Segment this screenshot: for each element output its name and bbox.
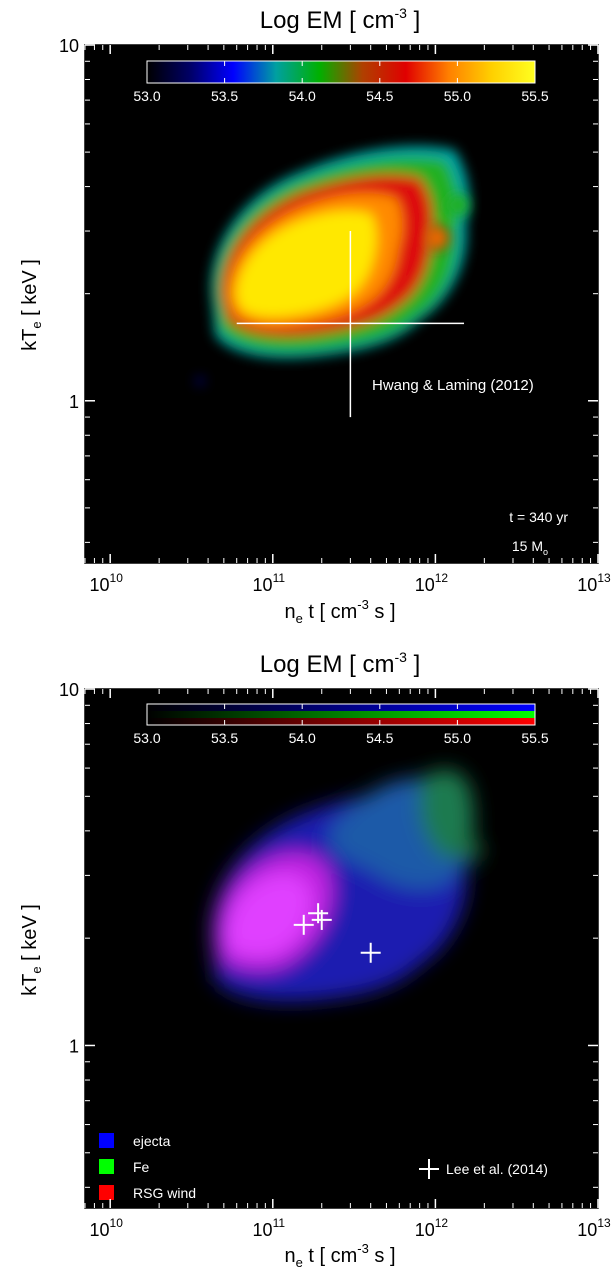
colorbar-gradient	[147, 61, 535, 83]
x-tick-label: 1013	[577, 571, 611, 595]
legend-swatch-ejecta	[99, 1133, 114, 1148]
panel-2: Log EM [ cm-3 ] 53.0 53.5 54.0 54.5 55.0 55.5	[19, 649, 611, 1270]
lee-2014-point	[293, 914, 314, 935]
colorbar-tick-label: 53.5	[211, 88, 238, 104]
x-tick-label: 1013	[577, 1216, 611, 1240]
x-tick-label: 1011	[253, 571, 286, 595]
emission-blob	[431, 232, 443, 244]
panel-2-legend: ejecta Fe RSG wind	[99, 1133, 196, 1201]
colorbar-tick-label: 53.0	[133, 730, 160, 746]
panel-2-title: Log EM [ cm-3 ]	[260, 649, 421, 678]
colorbar-tick-label: 53.0	[133, 88, 160, 104]
marker-legend: Lee et al. (2014)	[419, 1159, 548, 1179]
colorbar-tick-label: 55.5	[521, 730, 548, 746]
y-tick-label: 10	[59, 36, 79, 56]
colorbar-tick-label: 54.0	[289, 730, 316, 746]
emission-blob	[447, 194, 469, 216]
colorbar-red	[147, 718, 535, 725]
x-tick-label: 1011	[253, 1216, 286, 1240]
hwang-laming-label: Hwang & Laming (2012)	[372, 377, 534, 394]
panel-1-frame	[84, 44, 599, 564]
panel-1-xlabel: ne t [ cm-3 s ]	[284, 597, 395, 626]
lee-2014-point	[360, 942, 381, 963]
colorbar-frame	[146, 60, 536, 84]
panel-2-emission-map	[211, 769, 482, 1002]
colorbar-tick-label: 55.0	[444, 730, 471, 746]
panel-2-axes: 1010 1011 1012 1013 1 10	[59, 680, 611, 1240]
colorbar-ticks: 53.0 53.5 54.0 54.5 55.0 55.5	[133, 704, 549, 746]
y-tick-label: 1	[69, 1036, 79, 1056]
panel-1-ylabel: kTe [ keV ]	[19, 259, 44, 351]
colorbar-tick-label: 54.5	[366, 88, 393, 104]
legend-label-ejecta: ejecta	[133, 1133, 171, 1149]
emission-fe-blob	[458, 838, 482, 862]
colorbar-frame	[146, 703, 536, 726]
panel-2-colorbar: 53.0 53.5 54.0 54.5 55.0 55.5	[133, 703, 549, 746]
emission-blob	[196, 377, 204, 385]
age-label: t = 340 yr	[509, 509, 568, 525]
colorbar-ticks: 53.0 53.5 54.0 54.5 55.0 55.5	[133, 61, 549, 104]
mass-label: 15 Mo	[512, 538, 548, 557]
colorbar-blue	[147, 704, 535, 711]
colorbar-tick-label: 55.0	[444, 88, 471, 104]
y-tick-label: 10	[59, 680, 79, 700]
colorbar-tick-label: 54.5	[366, 730, 393, 746]
hwang-laming-cross	[236, 231, 465, 418]
x-tick-label: 1012	[415, 1216, 449, 1240]
legend-swatch-fe	[99, 1159, 114, 1174]
panel-2-xlabel: ne t [ cm-3 s ]	[284, 1241, 395, 1270]
colorbar-tick-label: 53.5	[211, 730, 238, 746]
panel-1-emission-map	[196, 146, 470, 385]
legend-label-fe: Fe	[133, 1159, 150, 1175]
panel-2-frame	[84, 688, 599, 1209]
lee-2014-markers	[293, 903, 381, 963]
emission-rsg-core	[225, 873, 312, 957]
emission-contour-yellow	[236, 210, 377, 318]
x-tick-label: 1012	[415, 571, 449, 595]
colorbar-green	[147, 711, 535, 718]
colorbar-tick-label: 55.5	[521, 88, 548, 104]
panel-2-ylabel: kTe [ keV ]	[19, 904, 44, 996]
colorbar-tick-label: 54.0	[289, 88, 316, 104]
emission-fe-green	[420, 769, 475, 860]
panel-1-colorbar: 53.0 53.5 54.0 54.5 55.0 55.5	[133, 60, 549, 104]
y-tick-label: 1	[69, 392, 79, 412]
x-tick-label: 1010	[89, 1216, 123, 1240]
marker-legend-label: Lee et al. (2014)	[446, 1161, 548, 1177]
legend-label-rsg-wind: RSG wind	[133, 1185, 196, 1201]
panel-1-title: Log EM [ cm-3 ]	[260, 5, 421, 34]
panel-1: Log EM [ cm-3 ] 53.0 53.5 54.0 54.5 55.0 55	[19, 5, 611, 626]
x-tick-label: 1010	[89, 571, 123, 595]
lee-2014-point	[311, 909, 332, 930]
panel-1-axes: 1010 1011 1012 1013 1 10	[59, 36, 611, 595]
legend-swatch-rsg-wind	[99, 1185, 114, 1200]
